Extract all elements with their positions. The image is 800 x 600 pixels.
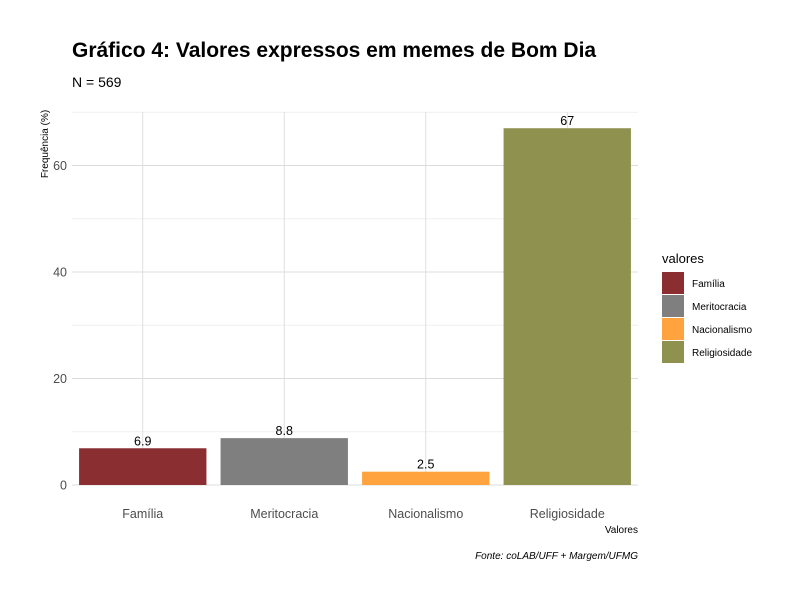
bar: [503, 128, 631, 485]
legend-label: Religiosidade: [692, 348, 752, 359]
x-tick-label: Família: [122, 507, 163, 521]
x-axis-title: Valores: [605, 525, 638, 536]
chart-subtitle: N = 569: [72, 74, 122, 90]
y-tick-label: 40: [53, 266, 67, 280]
chart-title: Gráfico 4: Valores expressos em memes de…: [72, 39, 596, 62]
chart-caption: Fonte: coLAB/UFF + Margem/UFMG: [475, 551, 638, 562]
legend-swatch: [662, 272, 684, 294]
bars: [79, 128, 631, 485]
data-labels: 6.9 8.8 2.5 67: [134, 114, 574, 471]
legend-label: Meritocracia: [692, 302, 747, 313]
x-axis-ticks: Família Meritocracia Nacionalismo Religiosi…: [122, 507, 605, 521]
x-tick-label: Meritocracia: [250, 507, 318, 521]
y-axis-ticks: 0 20 40 60: [53, 159, 67, 493]
legend-label: Nacionalismo: [692, 325, 752, 336]
y-tick-label: 0: [60, 479, 67, 493]
legend-title: valores: [662, 251, 704, 266]
legend-label: Família: [692, 279, 725, 290]
legend: valores Família Meritocracia Nacionalismo R…: [662, 251, 752, 363]
data-label: 6.9: [134, 434, 151, 448]
bar: [362, 471, 490, 485]
legend-swatch: [662, 341, 684, 363]
data-label: 67: [560, 114, 574, 128]
legend-swatch: [662, 318, 684, 340]
data-label: 2.5: [417, 458, 434, 472]
bar: [220, 438, 348, 485]
y-axis-title: Frequência (%): [40, 110, 51, 178]
data-label: 8.8: [276, 424, 293, 438]
bar: [79, 448, 207, 485]
y-tick-label: 20: [53, 372, 67, 386]
x-tick-label: Nacionalismo: [388, 507, 463, 521]
x-tick-label: Religiosidade: [530, 507, 605, 521]
legend-swatch: [662, 295, 684, 317]
y-tick-label: 60: [53, 159, 67, 173]
